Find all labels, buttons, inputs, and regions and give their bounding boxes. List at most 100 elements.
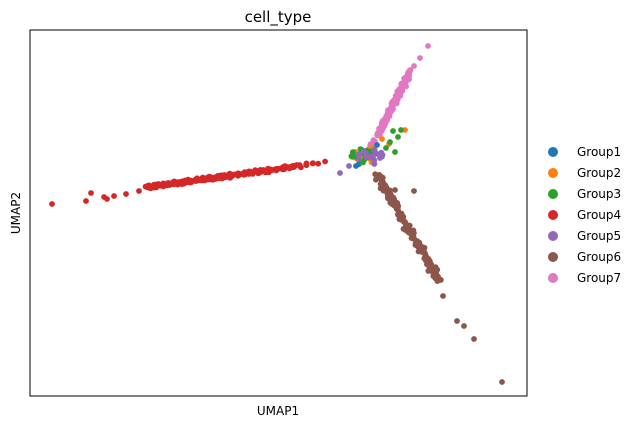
point-group6	[373, 176, 379, 183]
point-group6	[440, 293, 446, 299]
point-group6	[433, 272, 440, 278]
legend-marker-group2	[548, 168, 558, 178]
point-group4	[149, 183, 156, 190]
point-group6	[419, 244, 426, 251]
point-group4	[226, 174, 233, 181]
point-group7	[376, 130, 382, 137]
point-group3	[360, 159, 366, 166]
point-group6	[395, 203, 401, 210]
point-group4	[298, 164, 304, 171]
point-group6	[387, 187, 393, 194]
point-group5	[355, 151, 362, 158]
point-group7	[397, 87, 404, 93]
legend-marker-group5	[548, 231, 558, 241]
point-group3	[390, 128, 396, 134]
point-group6	[389, 200, 395, 207]
point-group5	[378, 149, 385, 156]
legend-label-group1: Group1	[577, 145, 621, 159]
point-group5	[374, 150, 380, 157]
point-group5	[377, 155, 383, 161]
point-group6	[454, 318, 460, 324]
point-group5	[365, 154, 372, 161]
legend-marker-group6	[548, 252, 558, 262]
plot-frame	[29, 29, 528, 397]
point-group2	[379, 136, 385, 142]
point-group4	[322, 158, 328, 165]
point-group4	[204, 176, 210, 183]
point-group7	[385, 113, 391, 119]
point-group4	[123, 191, 129, 197]
point-group4	[247, 169, 254, 176]
point-group4	[136, 188, 142, 194]
point-group4	[49, 201, 55, 207]
point-group4	[292, 163, 298, 169]
point-group5	[356, 155, 362, 162]
point-group6	[408, 235, 415, 242]
point-group6	[415, 241, 422, 248]
point-group7	[378, 124, 384, 131]
point-group2	[402, 127, 408, 133]
point-group6	[402, 221, 409, 228]
point-group4	[235, 172, 242, 179]
point-group7	[401, 80, 408, 87]
point-group4	[198, 177, 205, 184]
point-group6	[377, 173, 384, 180]
point-group4	[280, 166, 287, 173]
legend-label-group2: Group2	[577, 166, 621, 180]
point-group3	[387, 139, 393, 145]
point-group4	[310, 160, 316, 167]
legend-label-group5: Group5	[577, 229, 621, 243]
point-group7	[406, 76, 412, 83]
data-points	[49, 43, 505, 385]
point-group7	[417, 55, 423, 61]
legend-label-group7: Group7	[577, 271, 621, 285]
point-group6	[398, 210, 405, 217]
legend-marker-group7	[548, 273, 558, 283]
point-group4	[256, 169, 263, 176]
point-group6	[406, 227, 413, 234]
point-group7	[395, 92, 402, 99]
point-group4	[111, 193, 117, 199]
point-group3	[398, 127, 404, 133]
point-group5	[371, 157, 378, 164]
point-group1	[374, 142, 380, 148]
chart-title: cell_type	[245, 8, 312, 27]
point-group6	[372, 171, 379, 178]
point-group6	[377, 185, 384, 192]
point-group4	[270, 167, 277, 173]
point-group7	[388, 100, 395, 107]
point-group4	[171, 178, 177, 185]
legend-label-group3: Group3	[577, 187, 621, 201]
point-group5	[346, 163, 352, 169]
legend-marker-group3	[548, 189, 558, 199]
x-axis-label: UMAP1	[257, 404, 299, 418]
point-group4	[142, 183, 149, 190]
point-group4	[104, 196, 110, 202]
point-group4	[88, 190, 94, 196]
legend: Group1 Group2 Group3 Group4 Group5 Group6 Grou…	[548, 145, 621, 285]
point-group7	[405, 70, 411, 76]
point-group3	[392, 149, 398, 155]
point-group7	[385, 107, 392, 114]
point-group1	[353, 163, 359, 169]
legend-marker-group1	[548, 147, 558, 157]
point-group4	[315, 160, 322, 167]
point-group7	[411, 63, 417, 69]
point-group6	[471, 336, 477, 342]
legend-label-group4: Group4	[577, 208, 621, 222]
point-group3	[349, 149, 356, 156]
point-group5	[337, 170, 343, 176]
point-group6	[392, 187, 398, 193]
point-group3	[383, 145, 389, 151]
point-group6	[461, 323, 467, 329]
point-group6	[411, 188, 417, 194]
point-group3	[395, 134, 401, 140]
point-group7	[425, 43, 431, 49]
point-group4	[83, 198, 89, 204]
point-group6	[423, 252, 429, 259]
point-group4	[162, 181, 168, 188]
y-axis-label: UMAP2	[9, 192, 23, 234]
point-group6	[425, 259, 432, 266]
legend-label-group6: Group6	[577, 250, 621, 264]
